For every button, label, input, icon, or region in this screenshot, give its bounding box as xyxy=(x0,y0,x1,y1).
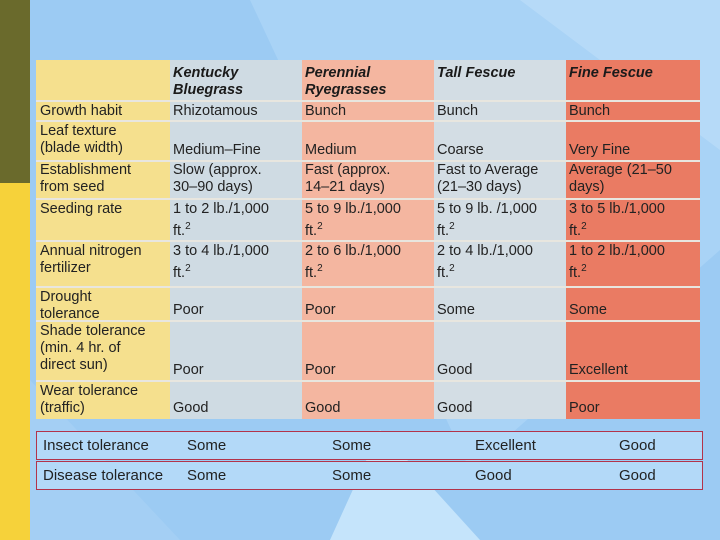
table-cell: Poor xyxy=(305,362,336,378)
row-divider xyxy=(36,240,700,242)
row-label: Annual nitrogen fertilizer xyxy=(40,243,142,276)
extra-row-cell: Excellent xyxy=(475,437,536,454)
table-cell: 3 to 5 lb./1,000 ft.2 xyxy=(569,201,665,239)
table-cell: 5 to 9 lb. /1,000 ft.2 xyxy=(437,201,537,239)
table-cell: Fast to Average (21–30 days) xyxy=(437,162,539,195)
table-cell: Coarse xyxy=(437,142,484,158)
scanned-grass-comparison-table: Kentucky Bluegrass Perennial Ryegrasses Tall… xyxy=(36,60,700,419)
extra-row-cell: Good xyxy=(475,467,512,484)
table-cell: Medium xyxy=(305,142,357,158)
left-accent-bar-top xyxy=(0,0,30,183)
table-cell: Good xyxy=(305,400,341,416)
table-cell: 1 to 2 lb./1,000 ft.2 xyxy=(569,243,665,281)
perennial-ryegrasses-column xyxy=(302,60,434,419)
row-label: Shade tolerance (min. 4 hr. of direct sun) xyxy=(40,323,146,373)
table-cell: 1 to 2 lb./1,000 ft.2 xyxy=(173,201,269,239)
row-label: Drought tolerance xyxy=(40,289,100,322)
row-divider xyxy=(36,286,700,288)
table-cell: Poor xyxy=(173,302,204,318)
extra-row: Disease tolerance Some Some Good Good xyxy=(36,461,703,490)
extra-row-cell: Good xyxy=(619,467,656,484)
row-divider xyxy=(36,198,700,200)
extra-row-cell: Some xyxy=(187,437,227,454)
row-divider xyxy=(36,380,700,382)
column-header: Fine Fescue xyxy=(569,65,653,81)
table-cell: Slow (approx. 30–90 days) xyxy=(173,162,262,195)
column-header: Perennial Ryegrasses xyxy=(305,65,387,98)
left-accent-bar-bottom xyxy=(0,183,30,540)
row-label: Growth habit xyxy=(40,103,123,119)
tall-fescue-column xyxy=(434,60,566,419)
extra-row-cell: Some xyxy=(332,467,372,484)
table-cell: Some xyxy=(437,302,475,318)
table-cell: Some xyxy=(569,302,607,318)
row-label: Establishment from seed xyxy=(40,162,132,195)
table-cell: Good xyxy=(437,362,473,378)
extra-row-label: Disease tolerance xyxy=(43,467,164,484)
extra-row-cell: Good xyxy=(619,437,656,454)
extra-row-cell: Some xyxy=(187,467,227,484)
extra-row-label: Insect tolerance xyxy=(43,437,149,454)
row-divider xyxy=(36,160,700,162)
table-cell: Rhizotamous xyxy=(173,103,258,119)
table-cell: Excellent xyxy=(569,362,628,378)
table-cell: Good xyxy=(173,400,209,416)
table-cell: Bunch xyxy=(305,103,347,119)
row-divider xyxy=(36,320,700,322)
table-cell: Bunch xyxy=(569,103,611,119)
table-cell: Bunch xyxy=(437,103,479,119)
table-cell: 2 to 6 lb./1,000 ft.2 xyxy=(305,243,401,281)
column-header: Tall Fescue xyxy=(437,65,516,81)
fine-fescue-column xyxy=(566,60,700,419)
table-cell: Fast (approx. 14–21 days) xyxy=(305,162,391,195)
column-header: Kentucky Bluegrass xyxy=(173,65,244,98)
table-cell: Good xyxy=(437,400,473,416)
row-label: Leaf texture (blade width) xyxy=(40,123,124,156)
table-cell: 3 to 4 lb./1,000 ft.2 xyxy=(173,243,269,281)
table-cell: 2 to 4 lb./1,000 ft.2 xyxy=(437,243,533,281)
table-cell: Poor xyxy=(305,302,336,318)
table-cell: Poor xyxy=(569,400,600,416)
extra-row-cell: Some xyxy=(332,437,372,454)
table-cell: Medium–Fine xyxy=(173,142,261,158)
table-cell: Very Fine xyxy=(569,142,631,158)
row-divider xyxy=(36,120,700,122)
table-cell: Average (21–50 days) xyxy=(569,162,672,195)
label-column xyxy=(36,60,170,419)
row-label: Wear tolerance (traffic) xyxy=(40,383,139,416)
row-label: Seeding rate xyxy=(40,201,123,217)
table-cell: Poor xyxy=(173,362,204,378)
kentucky-bluegrass-column xyxy=(170,60,302,419)
row-divider xyxy=(36,100,700,102)
table-cell: 5 to 9 lb./1,000 ft.2 xyxy=(305,201,401,239)
extra-row: Insect tolerance Some Some Excellent Good xyxy=(36,431,703,460)
